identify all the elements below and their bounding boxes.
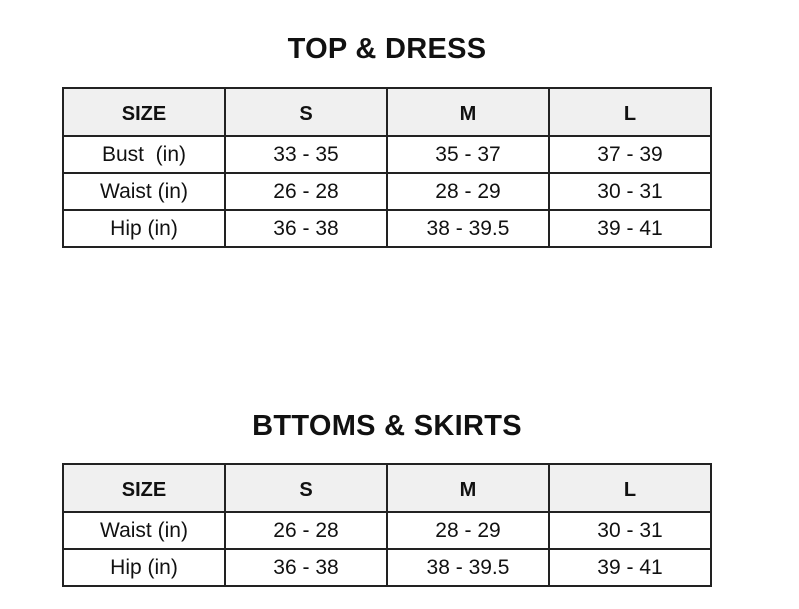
- header-cell: M: [386, 87, 550, 137]
- cell: 26 - 28: [224, 511, 388, 550]
- header-cell: S: [224, 87, 388, 137]
- table-header-row: SIZE S M L: [62, 463, 712, 513]
- bottoms-skirts-size-table: SIZE S M L Waist (in) 26 - 28 28 - 29 30…: [62, 463, 712, 587]
- cell: 38 - 39.5: [386, 548, 550, 587]
- table-row: Hip (in) 36 - 38 38 - 39.5 39 - 41: [62, 209, 712, 248]
- cell: 36 - 38: [224, 548, 388, 587]
- cell: 38 - 39.5: [386, 209, 550, 248]
- table-row: Hip (in) 36 - 38 38 - 39.5 39 - 41: [62, 548, 712, 587]
- cell: 39 - 41: [548, 209, 712, 248]
- cell: 30 - 31: [548, 172, 712, 211]
- cell: 37 - 39: [548, 135, 712, 174]
- row-label: Waist (in): [62, 172, 226, 211]
- cell: 28 - 29: [386, 172, 550, 211]
- cell: 36 - 38: [224, 209, 388, 248]
- table-row: Bust (in) 33 - 35 35 - 37 37 - 39: [62, 135, 712, 174]
- cell: 39 - 41: [548, 548, 712, 587]
- bottoms-skirts-title: BTTOMS & SKIRTS: [252, 410, 522, 442]
- header-cell: L: [548, 463, 712, 513]
- header-cell: M: [386, 463, 550, 513]
- cell: 26 - 28: [224, 172, 388, 211]
- row-label: Hip (in): [62, 548, 226, 587]
- header-cell: L: [548, 87, 712, 137]
- top-dress-title: TOP & DRESS: [287, 33, 487, 65]
- header-cell: S: [224, 463, 388, 513]
- top-dress-size-table: SIZE S M L Bust (in) 33 - 35 35 - 37 37 …: [62, 87, 712, 248]
- table-row: Waist (in) 26 - 28 28 - 29 30 - 31: [62, 172, 712, 211]
- cell: 30 - 31: [548, 511, 712, 550]
- table-header-row: SIZE S M L: [62, 87, 712, 137]
- header-cell: SIZE: [62, 463, 226, 513]
- cell: 33 - 35: [224, 135, 388, 174]
- table-row: Waist (in) 26 - 28 28 - 29 30 - 31: [62, 511, 712, 550]
- row-label: Bust (in): [62, 135, 226, 174]
- row-label: Hip (in): [62, 209, 226, 248]
- row-label: Waist (in): [62, 511, 226, 550]
- cell: 35 - 37: [386, 135, 550, 174]
- cell: 28 - 29: [386, 511, 550, 550]
- header-cell: SIZE: [62, 87, 226, 137]
